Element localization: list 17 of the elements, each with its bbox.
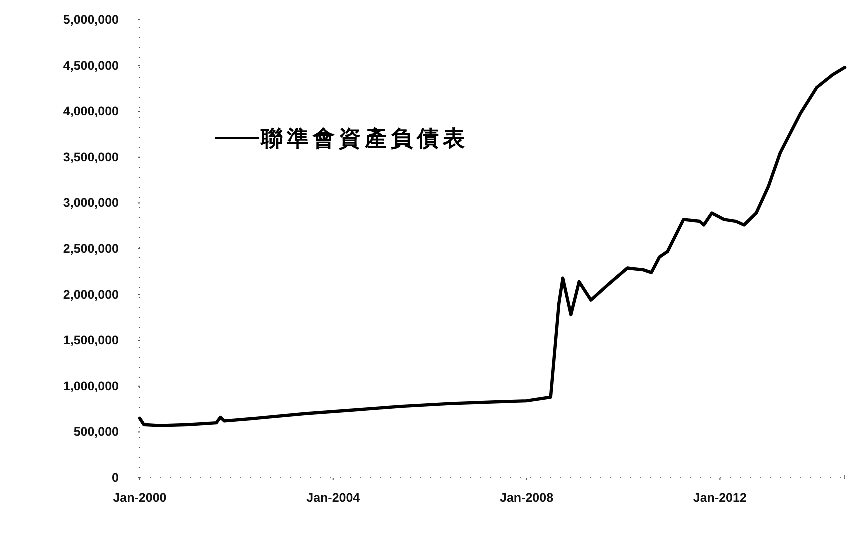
y-tick-label: 4,500,000 bbox=[63, 58, 120, 73]
y-tick-label: 2,500,000 bbox=[63, 242, 120, 256]
y-tick-label: 1,500,000 bbox=[63, 334, 120, 348]
y-tick-label: 2,000,000 bbox=[63, 288, 120, 302]
y-tick-label: 3,500,000 bbox=[63, 150, 120, 164]
x-tick-label: Jan-2000 bbox=[113, 491, 167, 505]
y-tick-label: 3,000,000 bbox=[63, 196, 120, 210]
x-tick-label: Jan-2008 bbox=[500, 491, 554, 505]
legend: 聯準會資產負債表 bbox=[215, 126, 469, 152]
x-tick-label: Jan-2004 bbox=[306, 491, 360, 505]
y-tick-label: 4,000,000 bbox=[63, 104, 120, 119]
legend-label: 聯準會資產負債表 bbox=[260, 126, 469, 152]
y-tick-label: 500,000 bbox=[74, 425, 120, 440]
y-tick-label: 5,000,000 bbox=[63, 13, 120, 27]
x-tick-label: Jan-2012 bbox=[693, 491, 747, 505]
y-tick-label: 0 bbox=[112, 471, 120, 485]
y-tick-label: 1,000,000 bbox=[63, 379, 120, 394]
